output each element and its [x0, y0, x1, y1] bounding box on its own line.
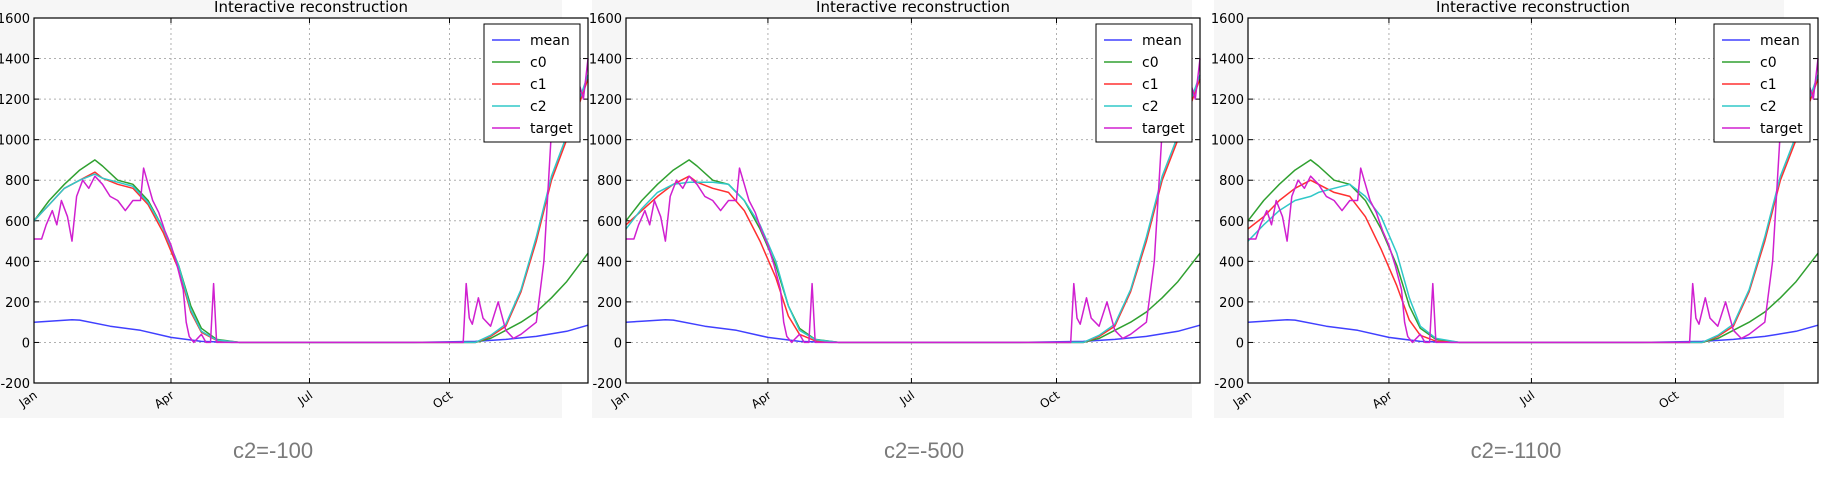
chart-title: Interactive reconstruction	[816, 0, 1010, 16]
legend-label-c1: c1	[1142, 77, 1159, 93]
legend-box	[1095, 23, 1193, 143]
legend-label-mean: mean	[530, 33, 570, 49]
y-tick-label: 200	[1219, 296, 1244, 311]
axes-frame	[1247, 17, 1819, 384]
y-tick-label: 800	[1219, 174, 1244, 189]
panel-caption: c2=-500	[884, 438, 964, 463]
y-tick-label: 1000	[1211, 134, 1244, 149]
y-tick-label: 400	[1219, 255, 1244, 270]
y-tick-label: 0	[22, 336, 30, 351]
legend-label-c0: c0	[530, 55, 547, 71]
y-tick-label: 1400	[0, 53, 30, 68]
series-line-c2	[33, 74, 589, 344]
y-tick-label: 400	[5, 255, 30, 270]
series-line-target	[626, 27, 1201, 344]
y-tick-label: 200	[5, 296, 30, 311]
legend-label-c1: c1	[1760, 77, 1777, 93]
y-tick-label: 800	[5, 174, 30, 189]
y-tick-label: 600	[597, 215, 622, 230]
y-tick-label: 1200	[589, 93, 622, 108]
series-line-c0	[1247, 159, 1819, 344]
legend-label-mean: mean	[1142, 33, 1182, 49]
legend-label-c2: c2	[1142, 99, 1159, 115]
legend-label-c2: c2	[1760, 99, 1777, 115]
y-tick-label: 600	[5, 215, 30, 230]
legend-label-c1: c1	[530, 77, 547, 93]
y-tick-label: 1400	[1211, 53, 1244, 68]
y-tick-label: 800	[597, 174, 622, 189]
y-tick-label: 1600	[0, 12, 30, 27]
y-tick-label: -200	[1214, 377, 1244, 392]
y-tick-label: 1000	[0, 134, 30, 149]
y-tick-label: 1400	[589, 53, 622, 68]
y-tick-label: 1000	[589, 134, 622, 149]
panel-caption: c2=-1100	[1471, 438, 1562, 463]
series-line-target	[1248, 27, 1819, 344]
y-tick-label: 0	[614, 336, 622, 351]
y-tick-label: 1200	[1211, 93, 1244, 108]
legend-box	[483, 23, 581, 143]
series-line-mean	[625, 318, 1201, 344]
y-tick-label: 1600	[1211, 12, 1244, 27]
y-tick-label: 0	[1236, 336, 1244, 351]
y-tick-label: 1200	[0, 93, 30, 108]
y-tick-label: -200	[592, 377, 622, 392]
y-tick-label: 400	[597, 255, 622, 270]
chart-title: Interactive reconstruction	[1436, 0, 1630, 16]
series-line-target	[34, 27, 589, 344]
series-line-mean	[33, 318, 589, 344]
legend-label-c2: c2	[530, 99, 547, 115]
axes-frame	[33, 17, 589, 384]
legend-label-target: target	[1142, 121, 1185, 137]
y-tick-label: -200	[0, 377, 30, 392]
legend-label-target: target	[1760, 121, 1803, 137]
legend-label-c0: c0	[1760, 55, 1777, 71]
series-line-c0	[33, 159, 589, 344]
legend-label-c0: c0	[1142, 55, 1159, 71]
y-tick-label: 1600	[589, 12, 622, 27]
series-line-c2	[1247, 74, 1819, 344]
axes-frame	[625, 17, 1201, 384]
legend-box	[1713, 23, 1811, 143]
series-line-mean	[1247, 318, 1819, 344]
legend-label-target: target	[530, 121, 573, 137]
legend-label-mean: mean	[1760, 33, 1800, 49]
chart-title: Interactive reconstruction	[214, 0, 408, 16]
panel-caption: c2=-100	[233, 438, 313, 463]
y-tick-label: 200	[597, 296, 622, 311]
y-tick-label: 600	[1219, 215, 1244, 230]
